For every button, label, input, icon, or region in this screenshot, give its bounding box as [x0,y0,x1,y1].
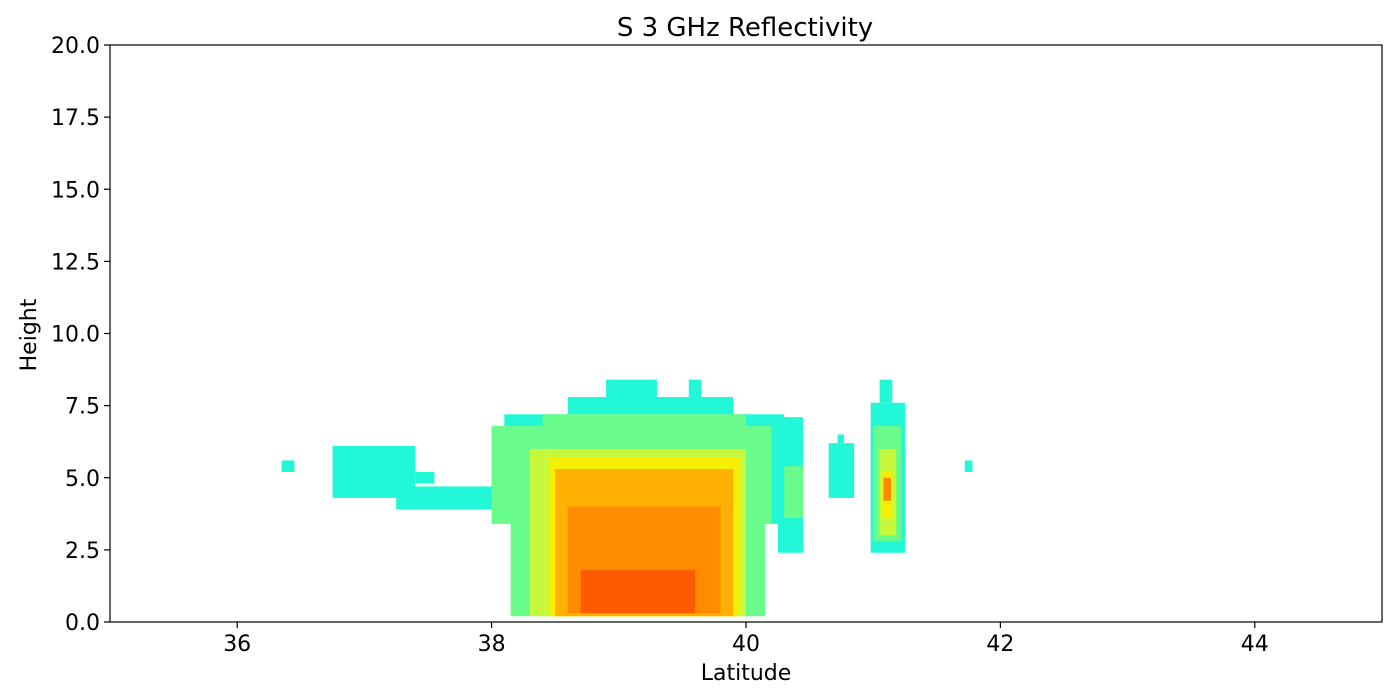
heatmap-region-cyan [281,460,295,472]
y-tick-label: 15.0 [51,178,100,203]
chart-title: S 3 GHz Reflectivity [617,13,873,43]
x-tick-label: 40 [732,632,760,657]
heatmap-region-cyan [606,379,657,397]
heatmap-region-cyan [964,460,973,472]
x-tick-label: 36 [223,632,251,657]
y-tick-label: 2.5 [65,539,100,564]
y-tick-label: 17.5 [51,106,100,131]
heatmap-region-redorange [580,570,696,614]
x-axis-title: Latitude [701,661,792,686]
heatmap-region-cyan [879,379,893,403]
heatmap-region-cyan [396,486,505,510]
heatmap-region-cyan [415,471,435,484]
y-axis: 0.0 2.5 5.0 7.5 10.0 12.5 15.0 17.5 20.0 [51,34,110,636]
heatmap-region-cyan [688,379,702,397]
y-tick-label: 7.5 [65,395,100,420]
y-tick-label: 0.0 [65,611,100,636]
y-tick-label: 20.0 [51,34,100,59]
heatmap-region-cyan [567,396,734,415]
x-tick-label: 44 [1241,632,1269,657]
x-tick-label: 38 [478,632,506,657]
x-axis: 36 38 40 42 44 [223,622,1269,657]
x-tick-label: 42 [986,632,1014,657]
heatmap-region-darkorange [883,477,892,501]
heatmap-region-cyan [828,443,855,498]
y-tick-label: 10.0 [51,323,100,348]
heatmap-cells [281,379,973,617]
heatmap-region-cyan [837,434,844,444]
y-tick-label: 12.5 [51,250,100,275]
y-tick-label: 5.0 [65,467,100,492]
heatmap-region-green [542,414,746,426]
heatmap-region-green [784,466,804,519]
y-axis-title: Height [17,298,42,371]
